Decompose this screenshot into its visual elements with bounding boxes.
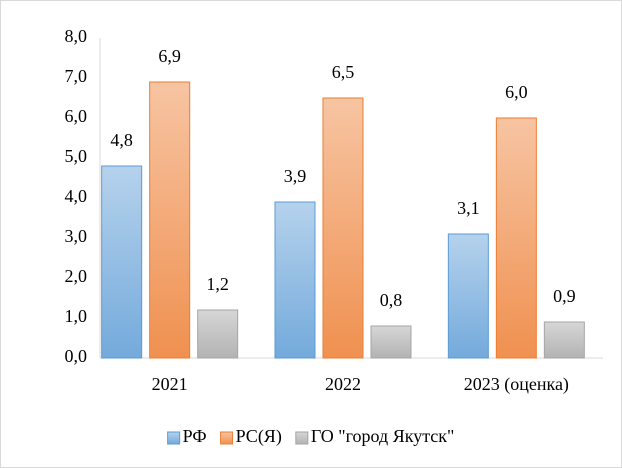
legend-swatch — [167, 431, 181, 445]
y-tick-label: 5,0 — [65, 146, 88, 166]
data-label: 6,5 — [332, 62, 355, 82]
legend-label: ГО "город Якутск" — [311, 426, 455, 446]
data-label: 6,9 — [158, 46, 181, 66]
bar — [543, 321, 585, 359]
bar — [322, 97, 364, 359]
y-tick-label: 7,0 — [65, 66, 88, 86]
y-tick-label: 3,0 — [65, 226, 88, 246]
bar — [370, 325, 412, 359]
y-tick-label: 2,0 — [65, 266, 88, 286]
y-tick-label: 4,0 — [65, 186, 88, 206]
legend-label: РФ — [183, 426, 207, 446]
x-tick-label: 2021 — [152, 374, 188, 394]
bar — [274, 201, 316, 359]
y-tick-label: 1,0 — [65, 306, 88, 326]
bar — [197, 309, 239, 359]
legend-swatch — [295, 431, 309, 445]
y-tick-label: 0,0 — [65, 346, 88, 366]
legend-swatch — [220, 431, 234, 445]
x-tick-label: 2023 (оценка) — [464, 374, 569, 395]
data-label: 3,9 — [284, 166, 307, 186]
bar — [149, 81, 191, 359]
y-tick-label: 8,0 — [65, 26, 88, 46]
data-label: 1,2 — [206, 274, 229, 294]
data-label: 0,9 — [553, 286, 576, 306]
y-tick-label: 6,0 — [65, 106, 88, 126]
bar — [447, 233, 489, 359]
data-label: 0,8 — [380, 290, 403, 310]
bar — [101, 165, 143, 359]
bar — [495, 117, 537, 359]
x-tick-label: 2022 — [325, 374, 361, 394]
data-label: 4,8 — [110, 130, 133, 150]
data-label: 6,0 — [505, 82, 528, 102]
data-label: 3,1 — [457, 198, 480, 218]
legend-label: РС(Я) — [236, 426, 282, 447]
